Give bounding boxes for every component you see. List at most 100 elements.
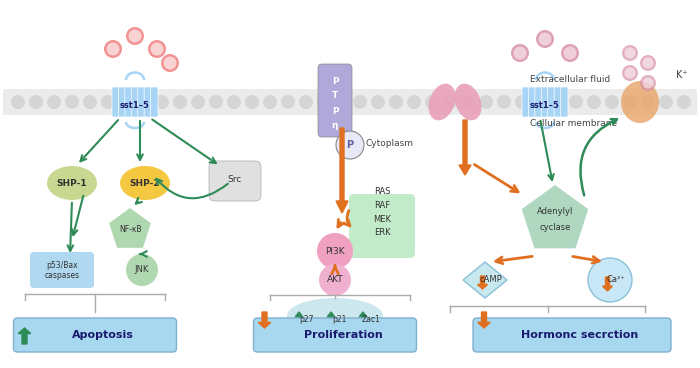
Text: Src: Src [228,176,242,184]
Circle shape [569,95,583,109]
Circle shape [624,67,636,78]
FancyArrow shape [359,312,367,326]
FancyBboxPatch shape [30,252,94,288]
FancyArrow shape [295,312,303,326]
Circle shape [11,95,25,109]
FancyBboxPatch shape [547,87,555,117]
Text: AKT: AKT [327,276,343,284]
Circle shape [335,95,349,109]
Circle shape [605,95,619,109]
Ellipse shape [47,166,97,200]
FancyBboxPatch shape [473,318,671,352]
FancyBboxPatch shape [528,87,536,117]
Text: Extracellular fluid: Extracellular fluid [530,74,610,84]
Text: K⁺: K⁺ [676,70,688,80]
Text: SHP-1: SHP-1 [57,178,88,188]
Text: Cellular membrane: Cellular membrane [530,118,617,127]
Circle shape [640,55,656,71]
Circle shape [443,95,457,109]
Circle shape [161,54,179,72]
Polygon shape [522,185,588,248]
Circle shape [155,95,169,109]
Circle shape [389,95,403,109]
Text: MEK: MEK [373,215,391,223]
FancyBboxPatch shape [132,87,139,117]
Circle shape [587,95,601,109]
FancyArrow shape [477,312,490,328]
Text: sst1–5: sst1–5 [530,100,560,110]
Text: JNK: JNK [135,265,149,275]
Circle shape [353,95,367,109]
Circle shape [47,95,61,109]
FancyBboxPatch shape [349,194,415,258]
Circle shape [336,131,364,159]
Circle shape [65,95,79,109]
Circle shape [137,95,151,109]
Ellipse shape [454,84,482,120]
Circle shape [371,95,385,109]
Circle shape [461,95,475,109]
Circle shape [511,44,529,62]
Circle shape [640,75,656,91]
Circle shape [150,42,164,56]
Text: Apoptosis: Apoptosis [72,330,134,340]
Text: Zac1: Zac1 [362,315,380,323]
FancyBboxPatch shape [3,89,697,115]
Polygon shape [109,208,151,248]
Circle shape [622,45,638,61]
Text: P: P [346,140,354,150]
Circle shape [497,95,511,109]
Circle shape [623,95,637,109]
Circle shape [677,95,691,109]
FancyBboxPatch shape [118,87,126,117]
FancyArrow shape [459,120,471,175]
FancyBboxPatch shape [150,87,158,117]
Polygon shape [463,262,507,298]
Circle shape [514,46,526,60]
Circle shape [624,47,636,59]
Circle shape [126,254,158,286]
Text: NF-κB: NF-κB [119,226,141,234]
Text: Proliferation: Proliferation [304,330,382,340]
Circle shape [561,44,579,62]
Text: cyclase: cyclase [539,223,570,233]
Circle shape [227,95,241,109]
Circle shape [129,29,141,42]
Circle shape [407,95,421,109]
Ellipse shape [621,81,659,123]
FancyBboxPatch shape [522,87,529,117]
Circle shape [622,65,638,81]
Text: ERK: ERK [374,228,391,237]
FancyArrow shape [328,312,335,326]
Circle shape [533,95,547,109]
FancyArrow shape [336,128,348,213]
Text: Hormonc secrction: Hormonc secrction [522,330,638,340]
FancyBboxPatch shape [535,87,542,117]
Circle shape [101,95,115,109]
Text: sst1–5: sst1–5 [120,100,150,110]
Text: RAF: RAF [374,201,390,210]
Circle shape [106,42,120,56]
Text: p21: p21 [332,315,346,323]
Text: caspases: caspases [44,272,80,280]
Text: cAMP: cAMP [480,276,503,284]
Circle shape [643,78,654,88]
Text: p27: p27 [300,315,314,323]
Circle shape [643,57,654,68]
Text: Cytoplasm: Cytoplasm [365,138,413,148]
FancyBboxPatch shape [125,87,132,117]
Circle shape [164,57,176,70]
Circle shape [659,95,673,109]
Text: η: η [332,121,338,131]
Text: P: P [332,106,338,116]
Text: Adenylyl: Adenylyl [537,208,573,216]
FancyArrow shape [603,277,612,291]
Circle shape [209,95,223,109]
FancyBboxPatch shape [138,87,145,117]
FancyArrow shape [258,312,271,328]
FancyBboxPatch shape [554,87,561,117]
Circle shape [83,95,97,109]
Text: RAS: RAS [374,188,391,197]
Circle shape [173,95,187,109]
Text: SHP-2: SHP-2 [130,178,160,188]
